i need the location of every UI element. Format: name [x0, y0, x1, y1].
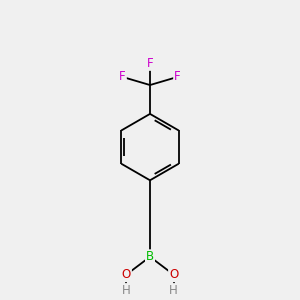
Text: O: O	[169, 268, 178, 281]
Text: H: H	[122, 284, 131, 297]
Text: F: F	[147, 57, 153, 70]
Text: B: B	[146, 250, 154, 263]
Text: O: O	[122, 268, 131, 281]
Text: F: F	[119, 70, 126, 83]
Text: H: H	[169, 284, 178, 297]
Text: F: F	[174, 70, 181, 83]
